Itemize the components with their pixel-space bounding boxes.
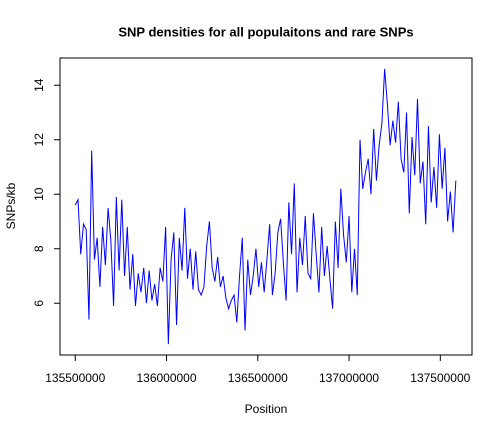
data-line [74, 68, 457, 345]
x-axis-label: Position [245, 402, 288, 416]
y-tick-label: 10 [32, 187, 46, 201]
x-tick-label: 135500000 [45, 371, 105, 385]
y-tick-label: 6 [32, 300, 46, 307]
y-axis-label: SNPs/kb [4, 182, 18, 229]
x-tick-label: 137500000 [410, 371, 470, 385]
y-tick-label: 12 [32, 133, 46, 147]
x-tick-label: 136500000 [228, 371, 288, 385]
x-tick-label: 136000000 [136, 371, 196, 385]
y-tick-label: 8 [32, 245, 46, 252]
chart-title: SNP densities for all populaitons and ra… [118, 24, 413, 39]
x-tick-label: 137000000 [319, 371, 379, 385]
y-tick-label: 14 [32, 78, 46, 92]
